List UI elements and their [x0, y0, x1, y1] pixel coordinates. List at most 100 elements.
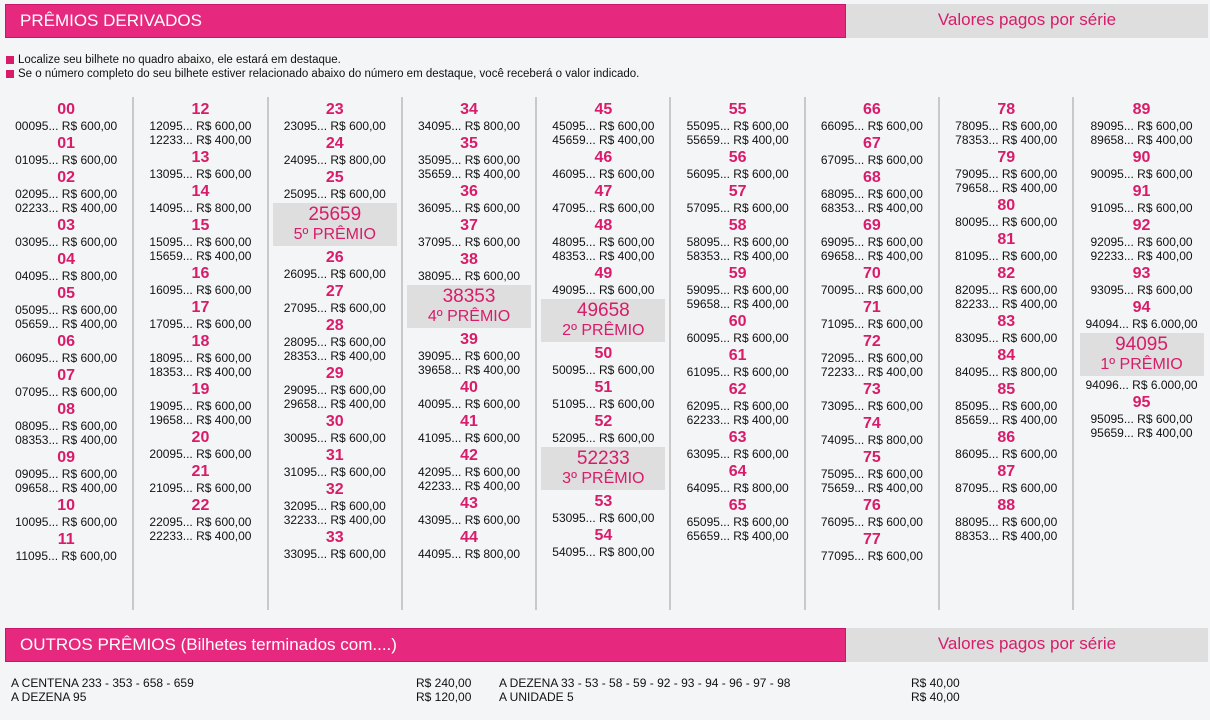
dezena-heading: 56	[728, 149, 747, 166]
ticket-prize-line: 94096... R$ 6.000,00	[1085, 378, 1198, 392]
ticket-prize-line: 77095... R$ 600,00	[820, 549, 923, 563]
instruction-item: Localize seu bilhete no quadro abaixo, e…	[6, 53, 639, 67]
ticket-prize-line: 03095... R$ 600,00	[15, 235, 118, 249]
ticket-prize-line: 33095... R$ 600,00	[283, 547, 386, 561]
dezena-heading: 07	[57, 367, 76, 384]
dezena-heading: 33	[325, 529, 344, 546]
dezena-heading: 71	[863, 299, 881, 316]
other-prizes-left-values: R$ 240,00 R$ 120,00	[416, 676, 471, 704]
ticket-prize-line: 37095... R$ 600,00	[417, 235, 521, 249]
prize-rank-label: 2º PRÊMIO	[562, 322, 645, 339]
dezena-heading: 45	[594, 101, 613, 118]
ticket-prize-line: 50095... R$ 600,00	[552, 363, 655, 377]
ticket-prize-line: 48095... R$ 600,00	[552, 235, 655, 249]
ticket-prize-line: 64095... R$ 800,00	[686, 481, 789, 495]
ticket-prize-line: 15095... R$ 600,00	[149, 235, 252, 249]
dezena-heading: 92	[1132, 217, 1151, 234]
dezena-heading: 87	[997, 463, 1016, 480]
ticket-prize-line: 85659... R$ 400,00	[955, 413, 1058, 427]
instructions: Localize seu bilhete no quadro abaixo, e…	[6, 53, 639, 81]
ticket-prize-line: 66095... R$ 600,00	[820, 119, 923, 133]
prize-rank-label: 5º PRÊMIO	[293, 226, 376, 243]
prize-rank-label: 4º PRÊMIO	[427, 308, 511, 325]
dezena-heading: 15	[191, 217, 210, 234]
dezena-heading: 55	[728, 101, 747, 118]
ticket-prize-line: 82095... R$ 600,00	[955, 283, 1058, 297]
ticket-prize-line: 18095... R$ 600,00	[149, 351, 252, 365]
prize-column: 66 66095... R$ 600,00 67 67095... R$ 600,00…	[806, 97, 941, 610]
dezena-heading: 66	[863, 101, 881, 118]
ticket-prize-line: 26095... R$ 600,00	[283, 267, 386, 281]
ticket-prize-line: 54095... R$ 800,00	[552, 545, 655, 559]
dezena-heading: 79	[997, 149, 1016, 166]
dezena-heading: 89	[1132, 101, 1151, 118]
ticket-prize-line: 05095... R$ 600,00	[15, 303, 118, 317]
ticket-prize-line: 68353... R$ 400,00	[820, 201, 923, 215]
ticket-prize-line: 35659... R$ 400,00	[417, 167, 521, 181]
ticket-prize-line: 75095... R$ 600,00	[820, 467, 923, 481]
dezena-heading: 73	[863, 381, 881, 398]
ticket-prize-line: 19658... R$ 400,00	[149, 413, 252, 427]
ticket-prize-line: 16095... R$ 600,00	[149, 283, 252, 297]
dezena-heading: 12	[191, 101, 210, 118]
ticket-prize-line: 41095... R$ 600,00	[417, 431, 521, 445]
dezena-heading: 26	[325, 249, 344, 266]
highlighted-prize: 25659 5º PRÊMIO	[272, 203, 397, 246]
other-prizes-right-labels: A DEZENA 33 - 53 - 58 - 59 - 92 - 93 - 9…	[499, 676, 790, 704]
ticket-prize-line: 57095... R$ 600,00	[686, 201, 789, 215]
ticket-prize-line: 78353... R$ 400,00	[955, 133, 1058, 147]
ticket-prize-line: 02095... R$ 600,00	[15, 187, 118, 201]
prize-rank-label: 1º PRÊMIO	[1100, 356, 1183, 373]
prize-number: 25659	[308, 204, 362, 225]
dezena-heading: 74	[863, 415, 881, 432]
dezena-heading: 69	[863, 217, 881, 234]
ticket-prize-line: 20095... R$ 600,00	[149, 447, 252, 461]
ticket-prize-line: 93095... R$ 600,00	[1090, 283, 1193, 297]
ticket-prize-line: 83095... R$ 600,00	[955, 331, 1058, 345]
ticket-prize-line: 81095... R$ 600,00	[955, 249, 1058, 263]
dezena-heading: 34	[460, 101, 478, 118]
highlighted-prize: 52233 3º PRÊMIO	[541, 447, 666, 490]
dezena-heading: 04	[57, 251, 76, 268]
other-prize-value: R$ 40,00	[911, 676, 960, 690]
dezena-heading: 63	[728, 429, 747, 446]
ticket-prize-line: 59658... R$ 400,00	[686, 297, 789, 311]
other-prizes-header: OUTROS PRÊMIOS (Bilhetes terminados com.…	[5, 628, 1208, 662]
ticket-prize-line: 72233... R$ 400,00	[820, 365, 923, 379]
other-prize-value: R$ 240,00	[416, 676, 472, 690]
dezena-heading: 14	[191, 183, 210, 200]
ticket-prize-line: 43095... R$ 600,00	[417, 513, 521, 527]
prize-column: 00 00095... R$ 600,00 01 01095... R$ 600,00…	[0, 97, 135, 610]
ticket-prize-line: 22233... R$ 400,00	[149, 529, 252, 543]
dezena-heading: 53	[594, 493, 613, 510]
ticket-prize-line: 40095... R$ 600,00	[417, 397, 521, 411]
ticket-prize-line: 92095... R$ 600,00	[1090, 235, 1193, 249]
dezena-heading: 06	[57, 333, 76, 350]
dezena-heading: 30	[325, 413, 344, 430]
dezena-heading: 08	[57, 401, 76, 418]
dezena-heading: 82	[997, 265, 1016, 282]
ticket-prize-line: 89658... R$ 400,00	[1090, 133, 1193, 147]
ticket-prize-line: 32233... R$ 400,00	[283, 513, 386, 527]
dezena-heading: 76	[863, 497, 881, 514]
prize-column: 55 55095... R$ 600,00 55659... R$ 400,00 56…	[671, 97, 806, 610]
ticket-prize-line: 74095... R$ 800,00	[820, 433, 923, 447]
ticket-prize-line: 73095... R$ 600,00	[820, 399, 923, 413]
dezena-heading: 29	[325, 365, 344, 382]
dezena-heading: 25	[325, 169, 344, 186]
dezena-heading: 46	[594, 149, 613, 166]
ticket-prize-line: 47095... R$ 600,00	[552, 201, 655, 215]
ticket-prize-line: 86095... R$ 600,00	[955, 447, 1058, 461]
prize-column: 34 34095... R$ 800,00 35 35095... R$ 600,00…	[403, 97, 538, 610]
ticket-prize-line: 76095... R$ 600,00	[820, 515, 923, 529]
dezena-heading: 40	[460, 379, 478, 396]
dezena-heading: 44	[460, 529, 478, 546]
ticket-prize-line: 09095... R$ 600,00	[15, 467, 118, 481]
ticket-prize-line: 61095... R$ 600,00	[686, 365, 789, 379]
dezena-heading: 49	[594, 265, 613, 282]
dezena-heading: 23	[325, 101, 344, 118]
ticket-prize-line: 84095... R$ 800,00	[955, 365, 1058, 379]
ticket-prize-line: 71095... R$ 600,00	[820, 317, 923, 331]
dezena-heading: 27	[325, 283, 344, 300]
dezena-heading: 02	[57, 169, 76, 186]
